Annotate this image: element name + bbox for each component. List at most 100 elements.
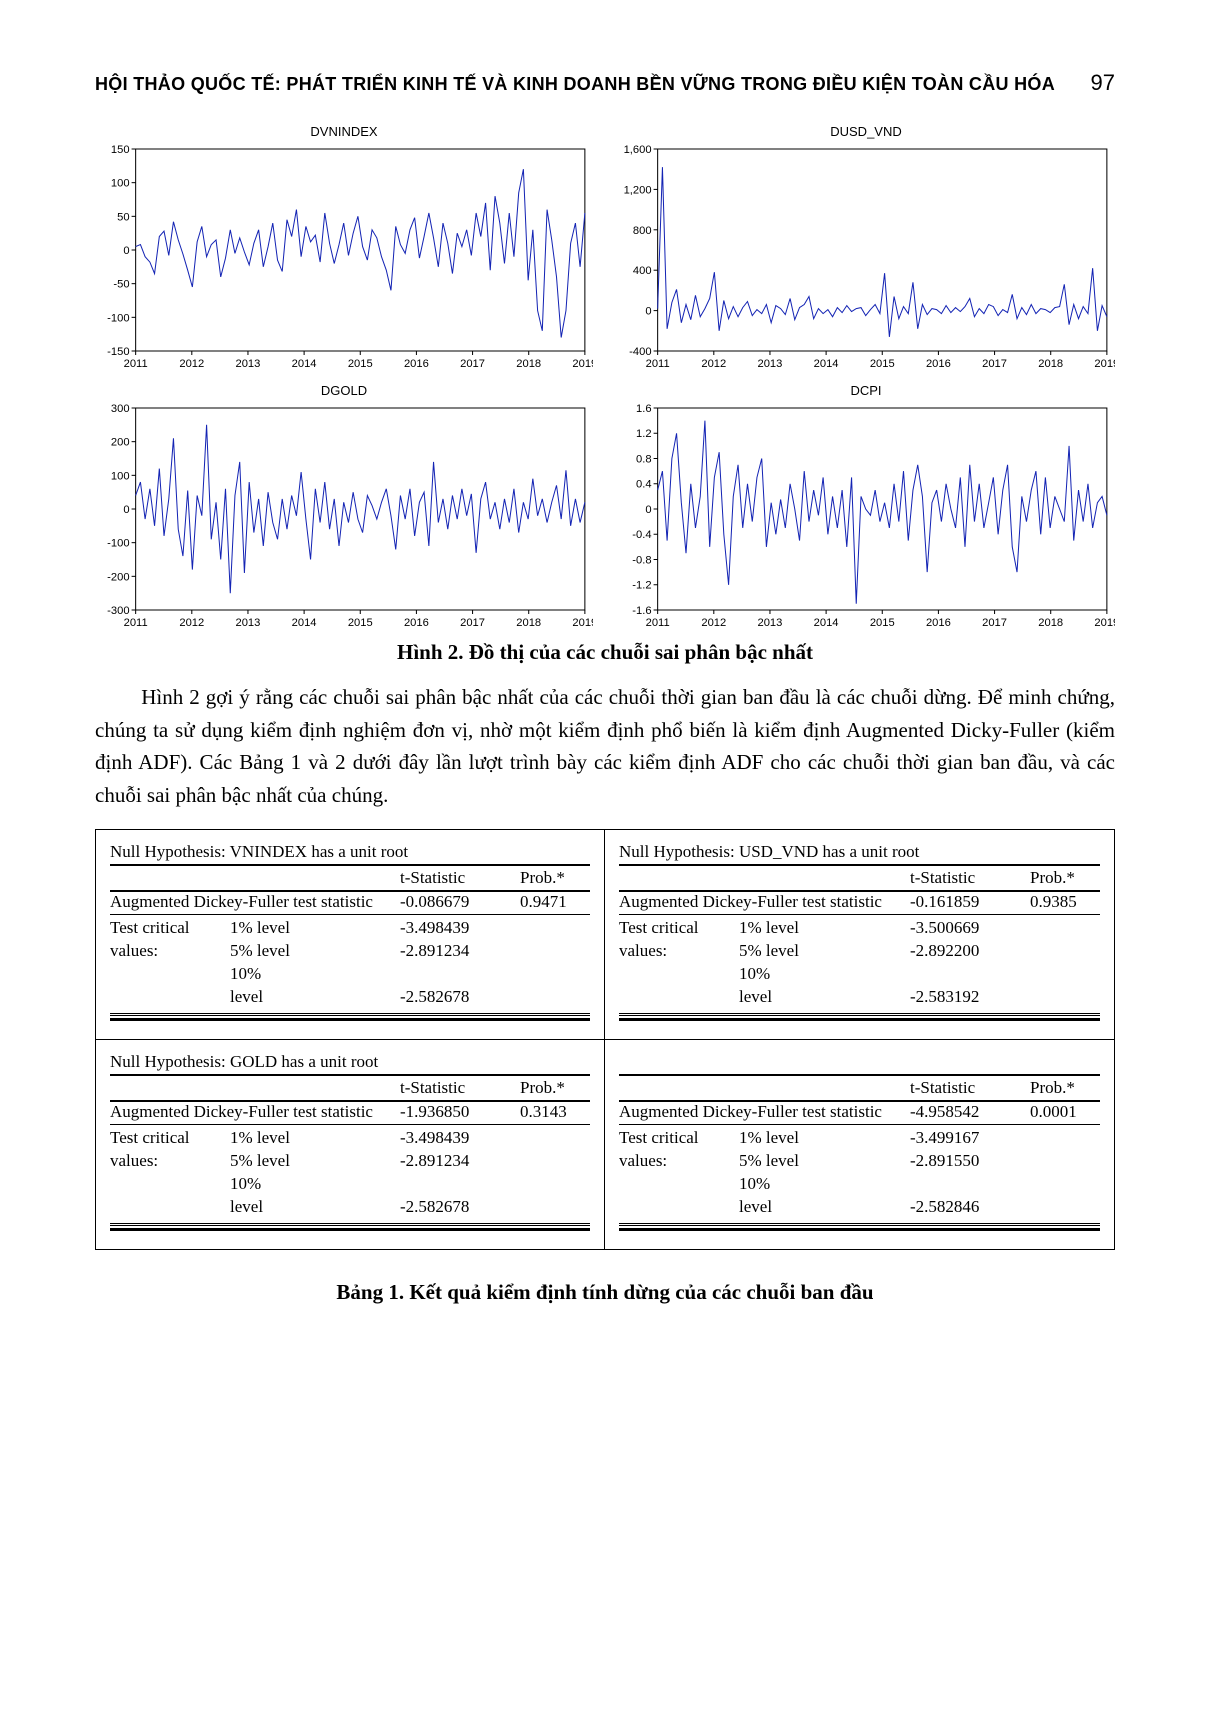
svg-text:2011: 2011	[124, 358, 148, 370]
svg-text:-200: -200	[107, 571, 129, 583]
chart-plot: -1.6-1.2-0.8-0.400.40.81.21.620112012201…	[617, 402, 1115, 632]
header-title: HỘI THẢO QUỐC TẾ: PHÁT TRIỂN KINH TẾ VÀ …	[95, 74, 1055, 95]
svg-text:2019: 2019	[572, 358, 593, 370]
adf-label: Augmented Dickey-Fuller test statistic	[110, 1102, 400, 1122]
svg-text:100: 100	[111, 178, 130, 190]
crit-1: -3.498439	[400, 1127, 520, 1150]
col-prob: Prob.*	[520, 1078, 590, 1098]
svg-text:2019: 2019	[572, 617, 593, 629]
body-paragraph: Hình 2 gợi ý rằng các chuỗi sai phân bậc…	[95, 681, 1115, 811]
level-10a: 10%	[230, 1173, 400, 1196]
adf-prob: 0.0001	[1030, 1102, 1100, 1122]
level-10b: level	[230, 1196, 400, 1219]
svg-text:2012: 2012	[179, 617, 204, 629]
svg-text:-1.6: -1.6	[632, 605, 651, 617]
svg-text:150: 150	[111, 144, 130, 156]
adf-prob: 0.9471	[520, 892, 590, 912]
svg-text:2018: 2018	[1038, 358, 1063, 370]
adf-stat-row: Augmented Dickey-Fuller test statistic -…	[619, 1102, 1100, 1125]
adf-label: Augmented Dickey-Fuller test statistic	[619, 1102, 910, 1122]
col-prob: Prob.*	[1030, 868, 1100, 888]
svg-text:-50: -50	[113, 279, 129, 291]
chart-title: DVNINDEX	[95, 124, 593, 139]
crit-1: -3.498439	[400, 917, 520, 940]
svg-text:2013: 2013	[758, 358, 783, 370]
svg-text:2018: 2018	[516, 617, 541, 629]
null-hypothesis: Null Hypothesis: VNINDEX has a unit root	[110, 842, 590, 862]
level-1: 1% level	[230, 917, 400, 940]
level-5: 5% level	[739, 940, 910, 963]
col-tstat: t-Statistic	[910, 1078, 1030, 1098]
crit-1: -3.500669	[910, 917, 1030, 940]
svg-text:-100: -100	[107, 538, 129, 550]
svg-text:2013: 2013	[236, 617, 261, 629]
bottom-rule	[110, 1228, 590, 1231]
svg-text:2012: 2012	[701, 358, 726, 370]
svg-text:1,600: 1,600	[624, 144, 652, 156]
svg-text:2016: 2016	[404, 358, 429, 370]
stat-header: t-Statistic Prob.*	[619, 1074, 1100, 1102]
crit-label: Test critical values:	[619, 1127, 739, 1173]
svg-text:-0.4: -0.4	[632, 529, 651, 541]
svg-text:2017: 2017	[982, 358, 1007, 370]
null-hypothesis: Null Hypothesis: USD_VND has a unit root	[619, 842, 1100, 862]
chart-plot: -40004008001,2001,6002011201220132014201…	[617, 143, 1115, 373]
page-header: HỘI THẢO QUỐC TẾ: PHÁT TRIỂN KINH TẾ VÀ …	[95, 70, 1115, 96]
svg-text:2019: 2019	[1094, 358, 1115, 370]
crit-10: -2.583192	[910, 986, 1030, 1009]
svg-text:1,200: 1,200	[624, 184, 652, 196]
crit-5: -2.891550	[910, 1150, 1030, 1173]
svg-text:0: 0	[645, 306, 651, 318]
adf-tstat: -0.086679	[400, 892, 520, 912]
crit-1: -3.499167	[910, 1127, 1030, 1150]
col-prob: Prob.*	[1030, 1078, 1100, 1098]
level-5: 5% level	[739, 1150, 910, 1173]
svg-text:400: 400	[633, 265, 652, 277]
stat-header: t-Statistic Prob.*	[619, 864, 1100, 892]
crit-label: Test critical values:	[110, 1127, 230, 1173]
adf-label: Augmented Dickey-Fuller test statistic	[619, 892, 910, 912]
chart-title: DCPI	[617, 383, 1115, 398]
level-5: 5% level	[230, 940, 400, 963]
svg-text:0.8: 0.8	[636, 454, 652, 466]
critical-values: Test critical values: 1% level 5% level …	[619, 915, 1100, 1016]
crit-label: Test critical values:	[110, 917, 230, 963]
svg-text:0: 0	[123, 245, 129, 257]
svg-text:0: 0	[123, 504, 129, 516]
crit-label: Test critical values:	[619, 917, 739, 963]
chart-panel-dgold: DGOLD-300-200-10001002003002011201220132…	[95, 383, 593, 632]
svg-text:2017: 2017	[460, 358, 485, 370]
crit-5: -2.891234	[400, 940, 520, 963]
svg-text:-1.2: -1.2	[632, 580, 651, 592]
svg-text:2015: 2015	[348, 358, 373, 370]
svg-text:200: 200	[111, 437, 130, 449]
svg-text:2015: 2015	[870, 358, 895, 370]
adf-stat-row: Augmented Dickey-Fuller test statistic -…	[110, 892, 590, 915]
svg-text:2018: 2018	[516, 358, 541, 370]
adf-table-cell: Null Hypothesis: USD_VND has a unit root…	[605, 830, 1114, 1040]
svg-text:2018: 2018	[1038, 617, 1063, 629]
critical-values: Test critical values: 1% level 5% level …	[110, 1125, 590, 1226]
svg-text:1.2: 1.2	[636, 428, 652, 440]
level-1: 1% level	[739, 917, 910, 940]
col-tstat: t-Statistic	[400, 868, 520, 888]
svg-text:-300: -300	[107, 605, 129, 617]
table-caption: Bảng 1. Kết quả kiểm định tính dừng của …	[95, 1280, 1115, 1305]
adf-table-cell: t-Statistic Prob.* Augmented Dickey-Full…	[605, 1040, 1114, 1249]
svg-text:2016: 2016	[926, 617, 951, 629]
svg-text:2015: 2015	[870, 617, 895, 629]
crit-10: -2.582678	[400, 986, 520, 1009]
charts-grid: DVNINDEX-150-100-50050100150201120122013…	[95, 124, 1115, 632]
chart-title: DGOLD	[95, 383, 593, 398]
adf-stat-row: Augmented Dickey-Fuller test statistic -…	[619, 892, 1100, 915]
svg-text:2012: 2012	[179, 358, 204, 370]
svg-text:2014: 2014	[292, 358, 317, 370]
adf-prob: 0.9385	[1030, 892, 1100, 912]
level-10a: 10%	[230, 963, 400, 986]
svg-text:-0.8: -0.8	[632, 555, 651, 567]
svg-text:2011: 2011	[124, 617, 148, 629]
figure-caption: Hình 2. Đồ thị của các chuỗi sai phân bậ…	[95, 640, 1115, 665]
null-hypothesis: Null Hypothesis: GOLD has a unit root	[110, 1052, 590, 1072]
level-1: 1% level	[230, 1127, 400, 1150]
crit-10: -2.582678	[400, 1196, 520, 1219]
